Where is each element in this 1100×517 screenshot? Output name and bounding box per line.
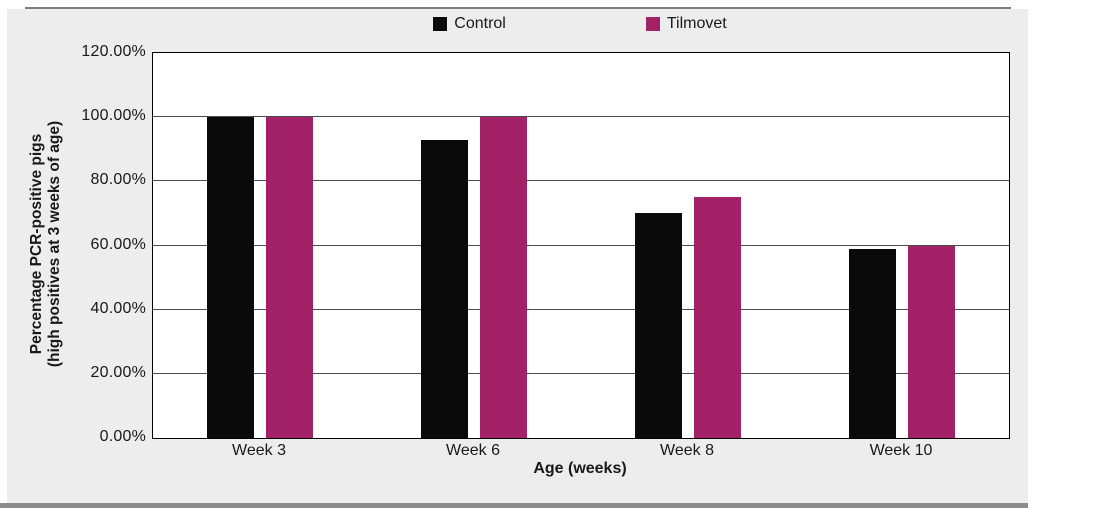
legend-item-tilmovet: Tilmovet (645, 15, 727, 33)
gridline-20 (153, 372, 1009, 374)
bar-control-week-6 (421, 139, 468, 438)
y-tick-label-20.00%: 20.00% (90, 363, 146, 381)
y-tick-label-0.00%: 0.00% (99, 428, 146, 445)
y-tick-label-100.00%: 100.00% (81, 107, 146, 125)
legend-swatch-tilmovet-icon (645, 17, 660, 31)
bar-control-week-10 (849, 248, 896, 438)
top-divider (25, 7, 1011, 9)
x-tick-label-week-8: Week 8 (660, 442, 714, 459)
plot-area (152, 52, 1010, 439)
bar-tilmovet-week-3 (266, 117, 313, 438)
chart-legend: Control Tilmovet (152, 13, 1008, 35)
x-tick-label-week-6: Week 6 (446, 442, 500, 459)
bar-tilmovet-week-8 (694, 197, 741, 438)
y-tick-label-120.00%: 120.00% (81, 43, 146, 60)
gridline-100 (153, 116, 1009, 118)
legend-item-control: Control (433, 15, 506, 33)
gridline-60 (153, 244, 1009, 246)
x-tick-label-week-10: Week 10 (869, 442, 933, 459)
legend-label-control: Control (454, 15, 506, 32)
x-tick-label-week-3: Week 3 (232, 442, 286, 459)
x-axis-title: Age (weeks) (533, 460, 627, 477)
gridline-80 (153, 180, 1009, 182)
bar-tilmovet-week-6 (480, 117, 527, 438)
legend-label-tilmovet: Tilmovet (666, 15, 727, 32)
y-tick-label-60.00%: 60.00% (90, 235, 146, 253)
y-tick-label-80.00%: 80.00% (90, 171, 146, 189)
gridline-40 (153, 308, 1009, 310)
bar-control-week-8 (635, 213, 682, 438)
bottom-divider (0, 503, 1028, 508)
bar-control-week-3 (207, 117, 254, 438)
bar-tilmovet-week-10 (908, 245, 955, 438)
y-tick-label-40.00%: 40.00% (90, 299, 146, 317)
legend-swatch-control-icon (433, 17, 448, 31)
